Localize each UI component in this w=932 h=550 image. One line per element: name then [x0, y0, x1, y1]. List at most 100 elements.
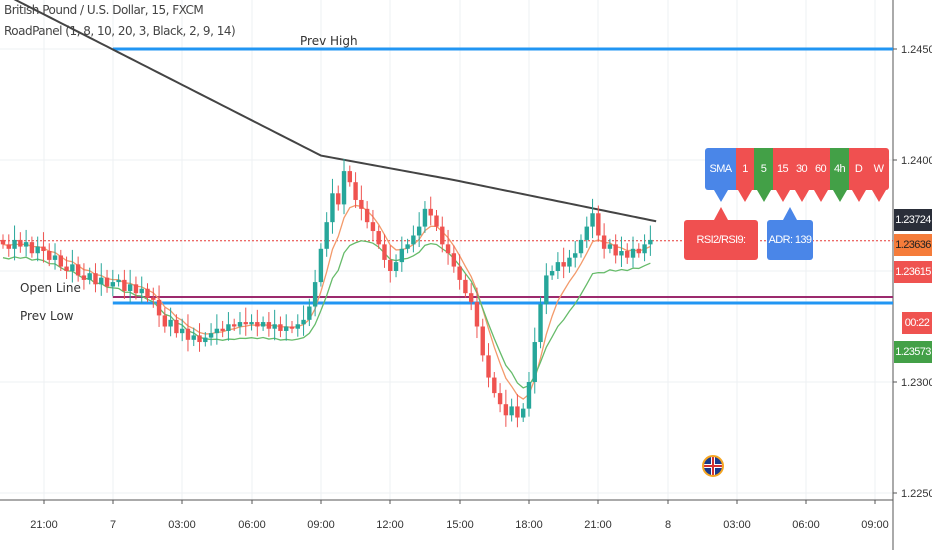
candle-body: [203, 337, 208, 343]
symbol-title: British Pound / U.S. Dollar, 15, FXCM: [4, 3, 204, 17]
ema-fast-line: [2, 204, 651, 400]
candle-body: [151, 297, 156, 300]
candle-body: [382, 244, 387, 260]
candle-body: [307, 306, 312, 320]
panel-cell-pointer: [738, 190, 752, 202]
candle-body: [451, 253, 457, 267]
tag-pointer: [714, 207, 728, 220]
candle-body: [220, 328, 225, 331]
candle-body: [440, 226, 445, 245]
candle-body: [549, 271, 555, 276]
candle-body: [6, 244, 11, 249]
panel-cell-pointer: [756, 190, 771, 202]
panel-cell-pointer: [775, 190, 790, 202]
candle-body: [272, 324, 277, 329]
candle-body: [474, 302, 480, 327]
x-tick-label: 09:00: [861, 519, 889, 531]
candle-body: [376, 231, 381, 245]
x-tick-label: 12:00: [376, 519, 404, 531]
panel-cell-4h: 4h: [830, 148, 849, 190]
candle-body: [295, 324, 300, 329]
candle-body: [526, 382, 532, 409]
candle-body: [596, 213, 601, 236]
panel-cell-pointer: [851, 190, 866, 202]
candle-body: [532, 342, 537, 382]
candle-body: [468, 293, 474, 303]
candle-body: [237, 322, 243, 327]
candle-body: [324, 222, 329, 249]
candle-body: [64, 266, 69, 271]
candle-body: [636, 248, 641, 254]
candle-body: [41, 246, 46, 252]
uk-flag-icon[interactable]: [702, 455, 724, 477]
x-tick-label: 06:00: [792, 519, 820, 531]
candle-body: [567, 257, 572, 267]
candle-body: [353, 182, 358, 200]
candle-body: [607, 244, 613, 249]
x-tick-label: 21:00: [30, 519, 58, 531]
candle-body: [75, 264, 81, 276]
candle-body: [104, 277, 110, 287]
candle-body: [538, 304, 543, 343]
panel-cell-1: 1: [736, 148, 754, 190]
candle-body: [555, 262, 561, 271]
candle-body: [289, 326, 295, 329]
candle-body: [18, 239, 23, 247]
candle-body: [168, 319, 173, 327]
candle-body: [578, 239, 584, 254]
panel-cell-pointer: [713, 190, 728, 202]
candle-body: [81, 275, 87, 280]
candle-body: [341, 171, 347, 205]
candle-body: [122, 279, 127, 291]
panel-cell-60: 60: [811, 148, 830, 190]
y-tick-label: 1.24000: [901, 155, 932, 167]
candle-body: [503, 404, 509, 416]
candle-body: [480, 326, 485, 356]
candle-body: [405, 244, 410, 249]
candle-body: [139, 288, 144, 294]
x-tick-label: 03:00: [723, 519, 751, 531]
price-axis-label: 00:22: [902, 312, 932, 334]
candle-body: [370, 222, 376, 232]
candle-body: [613, 244, 618, 256]
ema-slow-line: [2, 240, 651, 389]
candle-body: [648, 239, 653, 245]
candle-body: [642, 244, 647, 254]
candle-body: [12, 239, 17, 249]
tag-pointer: [783, 207, 797, 220]
candle-body: [208, 333, 214, 338]
candle-body: [590, 213, 595, 227]
candle-body: [625, 251, 630, 258]
candle-body: [52, 255, 58, 260]
candle-body: [162, 315, 168, 327]
x-tick-label: 09:00: [307, 519, 335, 531]
candle-body: [47, 251, 52, 260]
panel-cell-pointer: [794, 190, 809, 202]
candle-body: [521, 408, 526, 418]
panel-cell-pointer: [813, 190, 828, 202]
candle-body: [336, 193, 341, 205]
candle-body: [601, 235, 607, 249]
candle-body: [179, 328, 185, 334]
candle-body: [388, 259, 393, 271]
candle-body: [301, 319, 306, 325]
candle-body: [93, 273, 98, 285]
price-axis-label: 1.23615: [894, 261, 932, 283]
candle-body: [214, 328, 220, 334]
candle-body: [399, 248, 405, 263]
y-tick-label: 1.24500: [901, 44, 932, 56]
indicator-title[interactable]: RoadPanel (1, 8, 10, 20, 3, Black, 2, 9,…: [4, 24, 236, 38]
candle-body: [509, 406, 514, 416]
candle-body: [544, 275, 549, 305]
rsi-label: RSI2/RSI9: 48.87: [684, 220, 758, 286]
x-tick-label: 8: [665, 519, 671, 531]
candle-body: [492, 377, 497, 394]
candle-body: [145, 288, 150, 298]
x-tick-label: 7: [110, 519, 116, 531]
candle-body: [515, 406, 520, 418]
candle-body: [0, 239, 6, 245]
panel-cell-sma: SMA: [705, 148, 736, 190]
sma-long-line: [13, 0, 657, 223]
price-axis-label: 1.23573: [894, 341, 932, 363]
